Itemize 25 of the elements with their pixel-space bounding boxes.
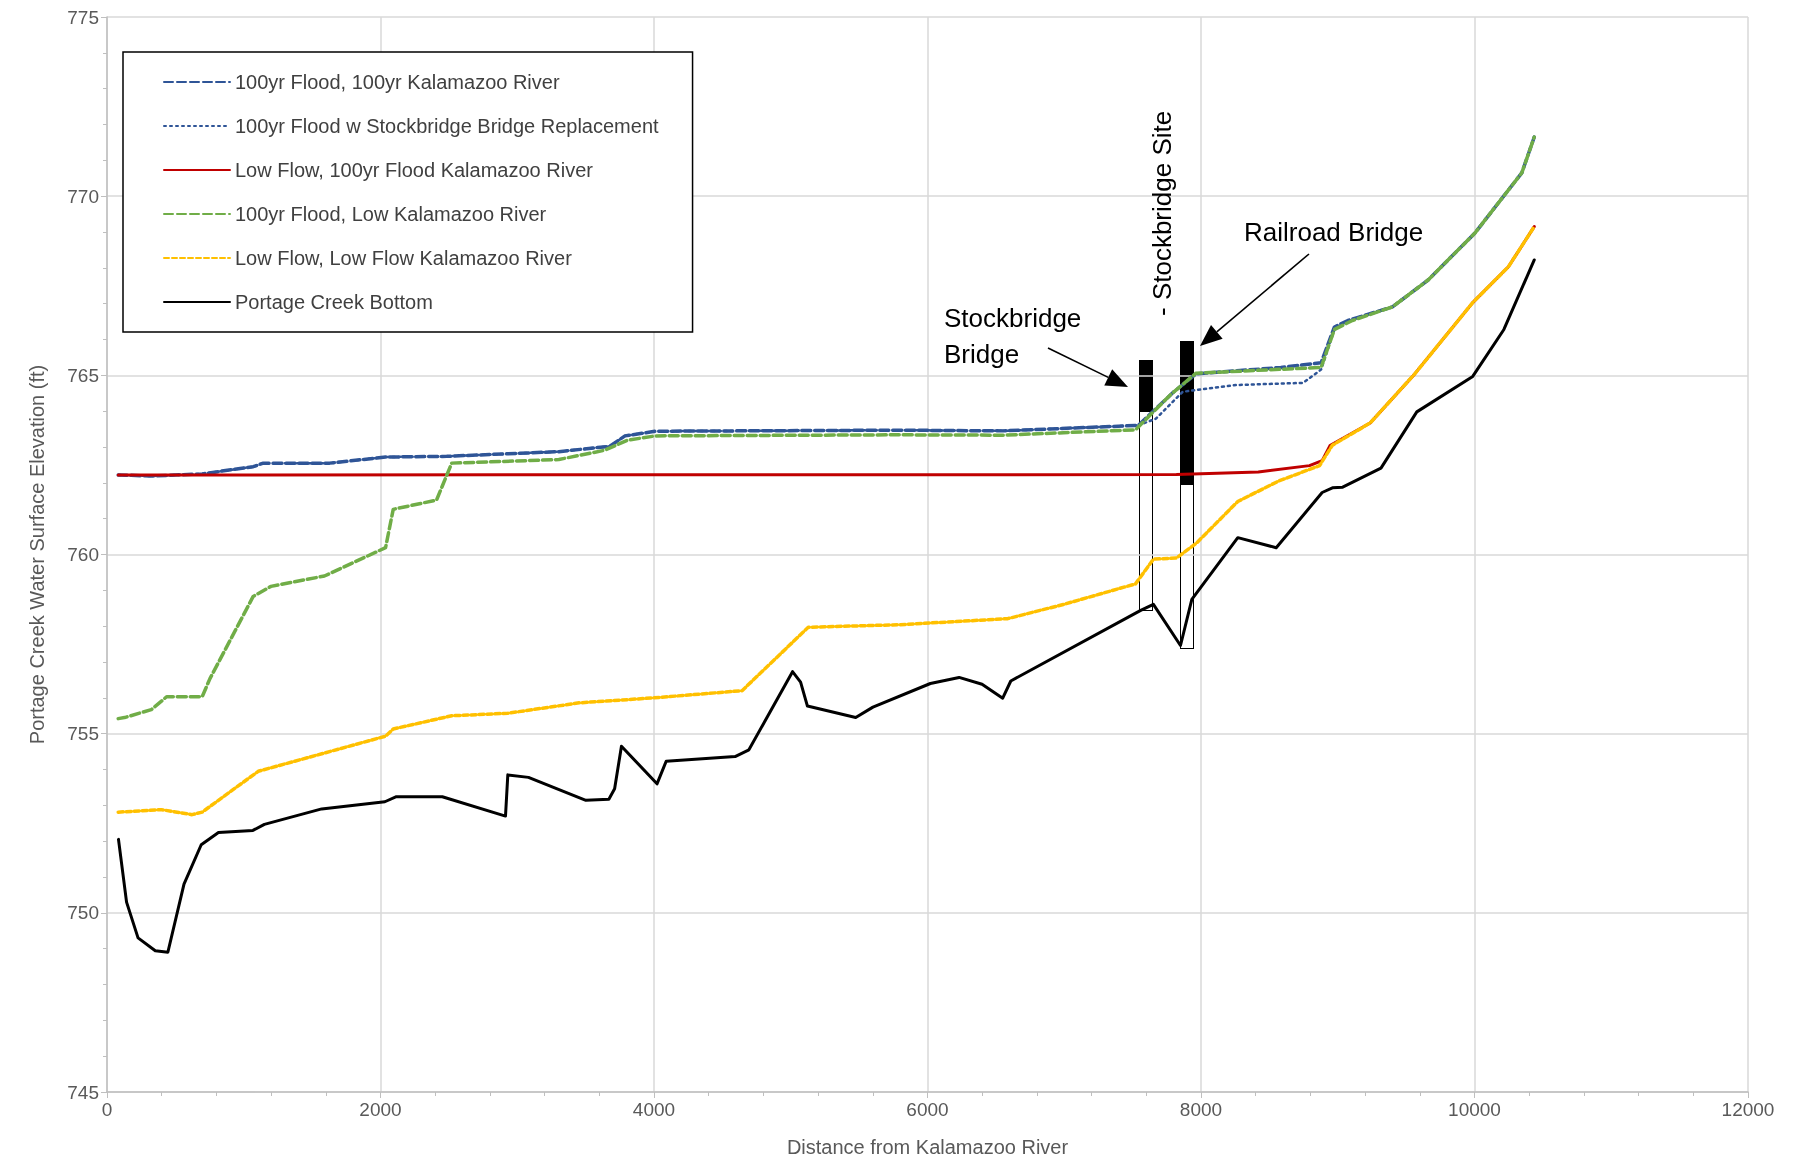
legend-label: Low Flow, Low Flow Kalamazoo River	[235, 247, 573, 269]
legend-label: 100yr Flood, Low Kalamazoo River	[235, 203, 547, 225]
annotation: Railroad Bridge	[1244, 214, 1424, 250]
annotation: - Stockbridge Site	[1146, 110, 1178, 316]
x-tick-label: 6000	[906, 1099, 949, 1120]
legend-label: Low Flow, 100yr Flood Kalamazoo River	[235, 159, 594, 181]
legend-label: 100yr Flood, 100yr Kalamazoo River	[235, 71, 560, 93]
x-tick-label: 4000	[632, 1099, 676, 1120]
y-tick-label: 750	[67, 902, 99, 924]
y-tick-label: 775	[67, 6, 99, 28]
x-tick-label: 2000	[359, 1099, 402, 1120]
x-tick-label: 8000	[1179, 1099, 1223, 1120]
y-tick-label: 755	[67, 723, 99, 745]
legend-label: 100yr Flood w Stockbridge Bridge Replacement	[235, 115, 659, 137]
y-tick-label: 760	[67, 544, 99, 565]
y-axis-title: Portage Creek Water Surface Elevation (ft)	[26, 364, 48, 745]
x-tick-label: 12000	[1721, 1099, 1775, 1120]
y-tick-label: 765	[67, 364, 99, 386]
x-tick-label: 10000	[1448, 1099, 1501, 1120]
y-tick-label: 770	[67, 185, 99, 207]
x-tick-label: 0	[101, 1099, 113, 1120]
x-axis-title: Distance from Kalamazoo River	[786, 1136, 1069, 1158]
annotation: Stockbridge Bridge	[944, 302, 1083, 371]
y-tick-label: 745	[67, 1081, 99, 1103]
legend-label: Portage Creek Bottom	[235, 291, 433, 313]
